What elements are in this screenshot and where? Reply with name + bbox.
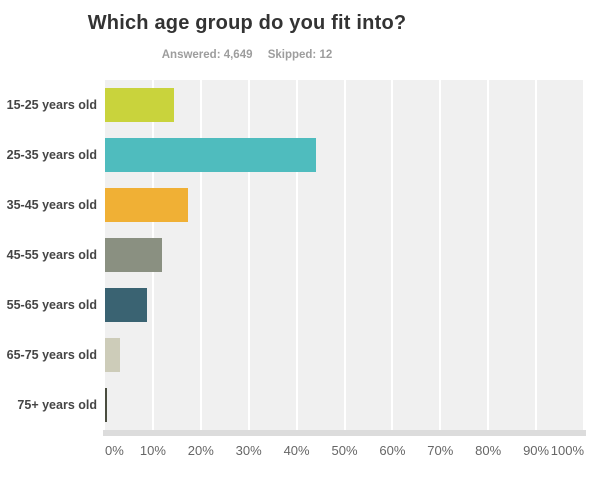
category-label: 35-45 years old <box>6 198 97 212</box>
gridline <box>535 80 538 430</box>
answered-count: Answered: 4,649 <box>161 49 253 61</box>
bar-row <box>105 280 584 330</box>
gridline <box>199 80 202 430</box>
x-tick-label: 20% <box>187 443 214 458</box>
category-label: 65-75 years old <box>6 348 97 362</box>
gridline <box>583 80 585 430</box>
bar-35-45-years-old <box>105 188 188 222</box>
gridline <box>247 80 250 430</box>
gridline <box>295 80 298 430</box>
x-axis-ticks: 0% 10% 20% 30% 40% 50% 60% 70% 80% 90% 100% <box>105 443 584 459</box>
gridline <box>343 80 346 430</box>
category-label: 55-65 years old <box>6 298 97 312</box>
bar-25-35-years-old <box>105 138 316 172</box>
gridline <box>439 80 442 430</box>
bar-45-55-years-old <box>105 238 163 272</box>
bar-65-75-years-old <box>105 338 120 372</box>
bar-row <box>105 80 584 130</box>
bar-row <box>105 130 584 180</box>
chart-title: Which age group do you fit into? <box>87 12 407 34</box>
category-label: 15-25 years old <box>6 98 97 112</box>
x-tick-label: 10% <box>139 443 166 458</box>
bar-15-25-years-old <box>105 88 174 122</box>
bar-75-years-old <box>105 388 107 422</box>
x-tick-label: 50% <box>331 443 358 458</box>
category-axis: 15-25 years old 25-35 years old 35-45 year… <box>0 80 97 430</box>
x-tick-label: 30% <box>235 443 262 458</box>
gridline <box>487 80 490 430</box>
bar-55-65-years-old <box>105 288 148 322</box>
bar-row <box>105 230 584 280</box>
bar-row <box>105 330 584 380</box>
category-label: 75+ years old <box>17 398 97 412</box>
x-tick-label: 90% <box>523 443 550 458</box>
bar-row <box>105 180 584 230</box>
chart-subtitle: Answered: 4,649 Skipped: 12 <box>0 49 494 61</box>
category-label: 45-55 years old <box>6 248 97 262</box>
x-tick-label: 70% <box>427 443 454 458</box>
category-label: 25-35 years old <box>6 148 97 162</box>
x-tick-label: 80% <box>475 443 502 458</box>
plot-area <box>105 80 585 430</box>
bar-row <box>105 380 584 430</box>
x-tick-label: 60% <box>379 443 406 458</box>
x-axis-baseline <box>103 430 586 436</box>
skipped-count: Skipped: 12 <box>267 49 333 61</box>
x-tick-label: 0% <box>105 443 124 458</box>
x-tick-label: 40% <box>283 443 310 458</box>
x-tick-label: 100% <box>550 443 584 458</box>
gridline <box>391 80 394 430</box>
